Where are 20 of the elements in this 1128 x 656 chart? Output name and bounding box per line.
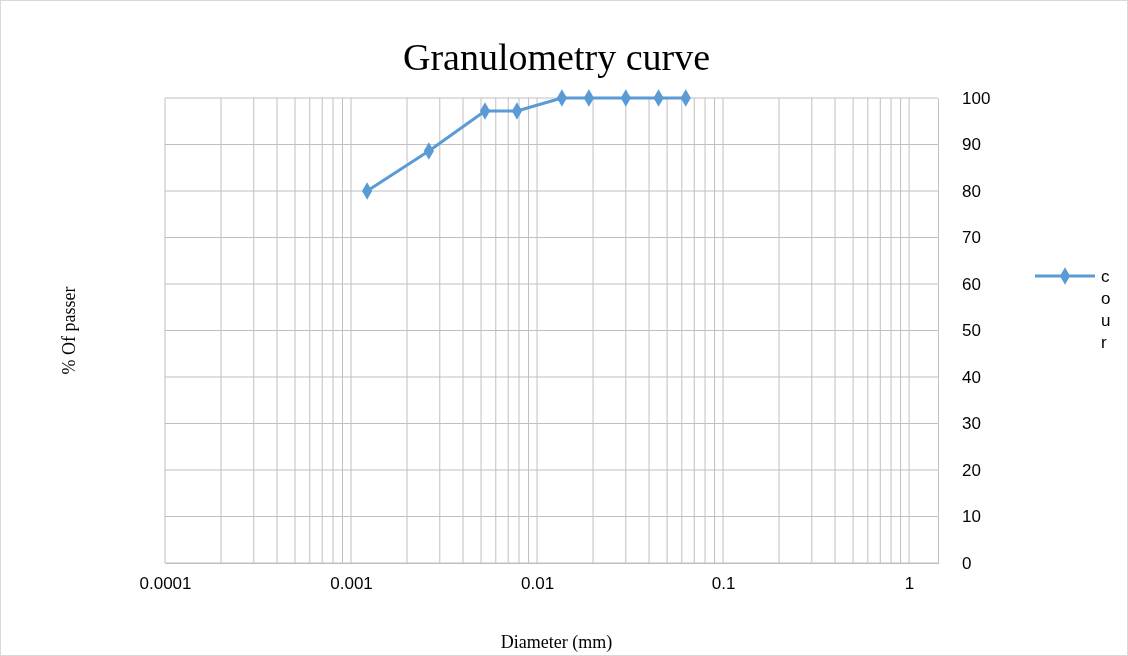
x-tick-label: 0.1 <box>711 574 736 594</box>
y-tick-label: 80 <box>962 181 981 201</box>
y-tick-label: 50 <box>962 321 981 341</box>
y-tick-label: 30 <box>962 414 981 434</box>
x-tick-label: 0.01 <box>521 574 555 594</box>
chart-title: Granulometry curve <box>402 36 711 78</box>
y-tick-label: 20 <box>962 460 981 480</box>
y-tick-label: 100 <box>962 88 991 108</box>
y-tick-label: 90 <box>962 135 981 155</box>
y-tick-label: 0 <box>962 553 972 573</box>
legend-label: cour <box>1101 267 1111 352</box>
x-axis-title: Diameter (mm) <box>500 632 613 653</box>
y-tick-label: 40 <box>962 367 981 387</box>
x-tick-label: 1 <box>904 574 915 594</box>
y-axis-title: % Of passer <box>59 286 79 375</box>
x-tick-label: 0.001 <box>330 574 373 594</box>
x-tick-label: 0.0001 <box>139 574 192 594</box>
y-tick-label: 70 <box>962 228 981 248</box>
y-tick-label: 60 <box>962 274 981 294</box>
y-tick-label: 10 <box>962 507 981 527</box>
